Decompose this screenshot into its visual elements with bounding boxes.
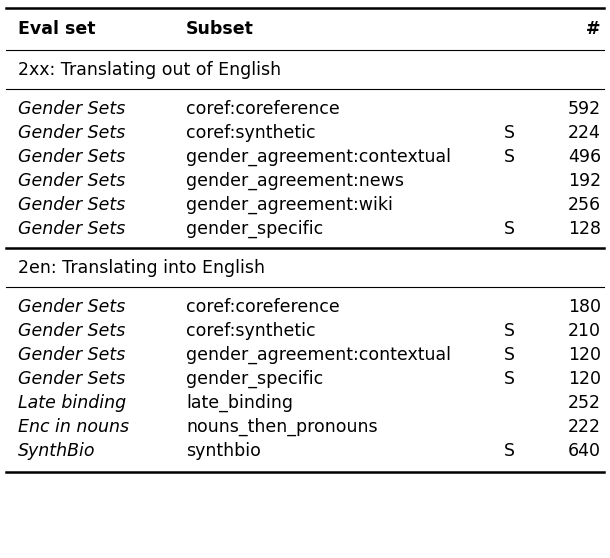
Text: S: S (504, 220, 515, 238)
Text: Gender Sets: Gender Sets (18, 346, 126, 364)
Text: Subset: Subset (186, 20, 254, 38)
Text: SynthBio: SynthBio (18, 442, 96, 460)
Text: gender_specific: gender_specific (186, 370, 323, 388)
Text: Gender Sets: Gender Sets (18, 100, 126, 118)
Text: Gender Sets: Gender Sets (18, 172, 126, 190)
Text: Gender Sets: Gender Sets (18, 370, 126, 388)
Text: Gender Sets: Gender Sets (18, 220, 126, 238)
Text: gender_agreement:news: gender_agreement:news (186, 172, 404, 190)
Text: gender_specific: gender_specific (186, 220, 323, 238)
Text: gender_agreement:contextual: gender_agreement:contextual (186, 346, 451, 364)
Text: coref:coreference: coref:coreference (186, 100, 340, 118)
Text: Gender Sets: Gender Sets (18, 298, 126, 316)
Text: S: S (504, 322, 515, 340)
Text: late_binding: late_binding (186, 394, 293, 412)
Text: coref:coreference: coref:coreference (186, 298, 340, 316)
Text: 180: 180 (568, 298, 601, 316)
Text: 222: 222 (568, 418, 601, 436)
Text: 252: 252 (568, 394, 601, 412)
Text: 2en: Translating into English: 2en: Translating into English (18, 259, 265, 277)
Text: 192: 192 (568, 172, 601, 190)
Text: Gender Sets: Gender Sets (18, 124, 126, 142)
Text: 120: 120 (568, 346, 601, 364)
Text: 210: 210 (568, 322, 601, 340)
Text: 256: 256 (568, 196, 601, 214)
Text: gender_agreement:wiki: gender_agreement:wiki (186, 196, 393, 214)
Text: coref:synthetic: coref:synthetic (186, 322, 316, 340)
Text: Late binding: Late binding (18, 394, 126, 412)
Text: S: S (504, 370, 515, 388)
Text: Gender Sets: Gender Sets (18, 148, 126, 166)
Text: 496: 496 (568, 148, 601, 166)
Text: S: S (504, 346, 515, 364)
Text: gender_agreement:contextual: gender_agreement:contextual (186, 148, 451, 166)
Text: 128: 128 (568, 220, 601, 238)
Text: Gender Sets: Gender Sets (18, 322, 126, 340)
Text: 224: 224 (568, 124, 601, 142)
Text: S: S (504, 124, 515, 142)
Text: S: S (504, 442, 515, 460)
Text: nouns_then_pronouns: nouns_then_pronouns (186, 418, 378, 436)
Text: #: # (586, 20, 601, 38)
Text: Enc in nouns: Enc in nouns (18, 418, 129, 436)
Text: 640: 640 (568, 442, 601, 460)
Text: 120: 120 (568, 370, 601, 388)
Text: 2xx: Translating out of English: 2xx: Translating out of English (18, 61, 281, 79)
Text: synthbio: synthbio (186, 442, 261, 460)
Text: Gender Sets: Gender Sets (18, 196, 126, 214)
Text: Eval set: Eval set (18, 20, 96, 38)
Text: S: S (504, 148, 515, 166)
Text: 592: 592 (568, 100, 601, 118)
Text: coref:synthetic: coref:synthetic (186, 124, 316, 142)
